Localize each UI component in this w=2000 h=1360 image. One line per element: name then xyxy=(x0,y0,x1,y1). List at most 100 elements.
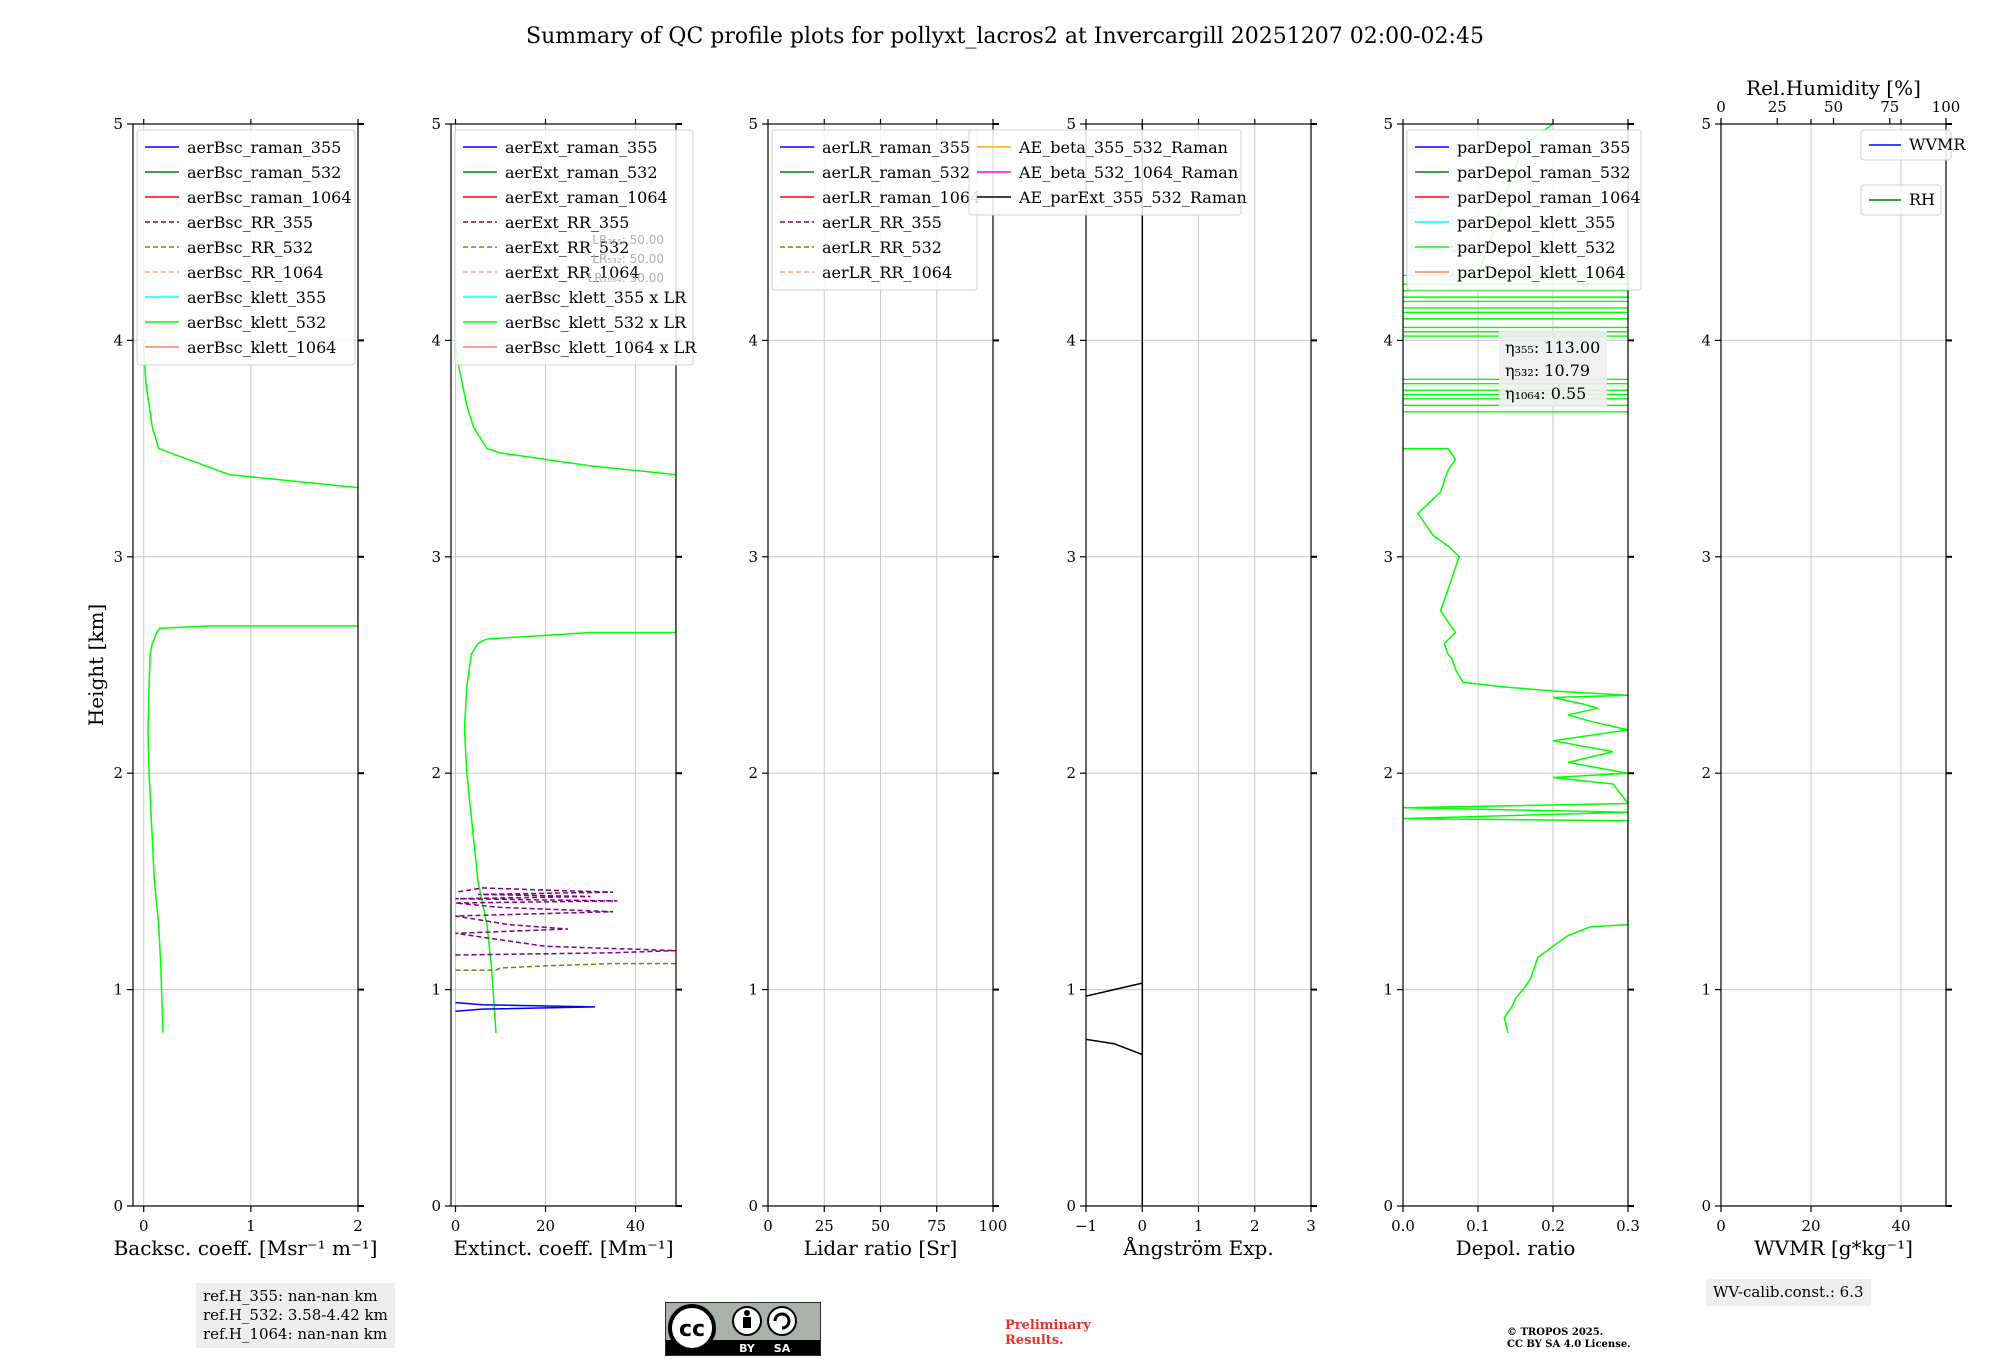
series-line-parDepol_klett_532 xyxy=(1403,447,1628,1034)
x-tick-label: 0.2 xyxy=(1541,1217,1565,1235)
series-line-aerBsc_klett_532 x LR xyxy=(454,340,676,1033)
y-tick-label: 5 xyxy=(1066,115,1076,133)
legend-label: parDepol_raman_355 xyxy=(1457,138,1630,157)
legend-label: aerBsc_RR_1064 xyxy=(187,263,323,282)
axes-frame xyxy=(1720,123,1947,1207)
wv-calibration-box: WV-calib.const.: 6.3 xyxy=(1706,1279,1871,1306)
x-tick-label: 40 xyxy=(1891,1217,1910,1235)
preliminary-line-2: Results. xyxy=(1005,1333,1064,1348)
series-line-AE_parExt_355_532_Raman xyxy=(1086,1038,1143,1056)
y-tick-label: 3 xyxy=(1383,548,1393,566)
x-axis-label: Ångström Exp. xyxy=(1122,1235,1273,1260)
x-tick-label: 0 xyxy=(1137,1217,1147,1235)
series-line-AE_parExt_355_532_Raman xyxy=(1086,982,1143,997)
y-tick-label: 3 xyxy=(1066,548,1076,566)
cc-by-text: BY xyxy=(739,1342,756,1355)
y-tick-label: 2 xyxy=(1383,764,1393,782)
x-tick-label: 20 xyxy=(1801,1217,1820,1235)
y-tick-label: 3 xyxy=(431,548,441,566)
y-tick-label: 3 xyxy=(1701,548,1711,566)
axes-frame xyxy=(132,123,359,1207)
legend-label: aerBsc_raman_1064 xyxy=(187,188,352,207)
ref-height-532: ref.H_532: 3.58-4.42 km xyxy=(203,1306,388,1324)
legend-label: aerBsc_raman_355 xyxy=(187,138,341,157)
legend-label: AE_beta_355_532_Raman xyxy=(1018,138,1228,157)
legend-label: aerBsc_klett_1064 x LR xyxy=(505,338,697,357)
x-tick-label: 50 xyxy=(871,1217,890,1235)
legend-label: RH xyxy=(1909,190,1935,209)
x-tick-label: 0 xyxy=(1716,1217,1726,1235)
legend-label: AE_beta_532_1064_Raman xyxy=(1018,163,1238,182)
legend-label: aerBsc_klett_355 xyxy=(187,288,326,307)
cc-sa-text: SA xyxy=(774,1342,791,1355)
y-tick-label: 4 xyxy=(1066,331,1076,349)
y-tick-label: 2 xyxy=(1066,764,1076,782)
x-tick-label: 2 xyxy=(1250,1217,1260,1235)
lidar-ratio-text: LR₁₀₆₄: 50.00 xyxy=(588,271,664,285)
x-tick-label: 3 xyxy=(1306,1217,1316,1235)
legend-label: parDepol_raman_1064 xyxy=(1457,188,1641,207)
reference-height-box: ref.H_355: nan-nan km ref.H_532: 3.58-4.… xyxy=(196,1283,395,1348)
lidar-ratio-text: LR₃₅₅: 50.00 xyxy=(592,233,664,247)
legend-box xyxy=(968,129,1242,216)
y-tick-label: 0 xyxy=(113,1197,123,1215)
x-tick-label: 0 xyxy=(139,1217,149,1235)
top-x-tick-label: 50 xyxy=(1824,98,1843,116)
legend-label: aerExt_RR_1064 xyxy=(505,263,640,282)
y-tick-label: 2 xyxy=(748,764,758,782)
preliminary-results-note: Preliminary Results. xyxy=(1005,1318,1091,1348)
legend-label: WVMR xyxy=(1909,135,1966,154)
legend-box xyxy=(136,129,356,366)
y-tick-label: 2 xyxy=(113,764,123,782)
eta-text: η₃₅₅: 113.00 xyxy=(1505,338,1600,357)
x-tick-label: 20 xyxy=(536,1217,555,1235)
top-x-tick-label: 25 xyxy=(1768,98,1787,116)
y-tick-label: 1 xyxy=(1383,981,1393,999)
y-tick-label: 2 xyxy=(1701,764,1711,782)
x-tick-label: 0.1 xyxy=(1466,1217,1490,1235)
top-x-tick-label: 100 xyxy=(1932,98,1961,116)
eta-text: η₅₃₂: 10.79 xyxy=(1505,361,1590,380)
legend-label: aerExt_RR_355 xyxy=(505,213,629,232)
figure-title: Summary of QC profile plots for pollyxt_… xyxy=(526,24,1484,49)
copyright-line-1: © TROPOS 2025. xyxy=(1507,1327,1604,1338)
top-x-tick-label: 0 xyxy=(1716,98,1726,116)
x-tick-label: 25 xyxy=(815,1217,834,1235)
legend-box xyxy=(454,129,694,366)
x-tick-label: 75 xyxy=(927,1217,946,1235)
y-tick-label: 4 xyxy=(113,331,123,349)
y-tick-label: 5 xyxy=(431,115,441,133)
legend-label: parDepol_klett_1064 xyxy=(1457,263,1626,282)
x-axis-label: Extinct. coeff. [Mm⁻¹] xyxy=(453,1236,673,1260)
copyright-note: © TROPOS 2025. CC BY SA 4.0 License. xyxy=(1507,1327,1631,1351)
eta-box xyxy=(1499,331,1607,407)
y-tick-label: 1 xyxy=(1701,981,1711,999)
legend-label: parDepol_raman_532 xyxy=(1457,163,1630,182)
legend-label: aerLR_raman_1064 xyxy=(822,188,980,207)
y-tick-label: 1 xyxy=(1066,981,1076,999)
series-line-aerBsc_klett_532 xyxy=(142,340,358,1033)
wv-calib-text: WV-calib.const.: 6.3 xyxy=(1713,1283,1864,1301)
y-tick-label: 1 xyxy=(748,981,758,999)
legend-label: parDepol_klett_532 xyxy=(1457,238,1615,257)
legend-label: aerBsc_klett_355 x LR xyxy=(505,288,687,307)
ref-height-355: ref.H_355: nan-nan km xyxy=(203,1287,378,1305)
x-tick-label: 0.0 xyxy=(1391,1217,1415,1235)
y-tick-label: 4 xyxy=(748,331,758,349)
x-axis-label: Depol. ratio xyxy=(1456,1236,1576,1260)
x-tick-label: 0 xyxy=(451,1217,461,1235)
y-tick-label: 0 xyxy=(1701,1197,1711,1215)
axes-frame xyxy=(450,123,677,1207)
legend-label: aerExt_raman_355 xyxy=(505,138,658,157)
legend-label: aerBsc_RR_532 xyxy=(187,238,313,257)
legend-label: aerExt_RR_532 xyxy=(505,238,629,257)
series-line-aerExt_RR_355 xyxy=(455,887,676,956)
x-axis-label: Backsc. coeff. [Msr⁻¹ m⁻¹] xyxy=(114,1236,378,1260)
cc-license-logo: cc BY SA xyxy=(665,1302,821,1356)
legend-label: parDepol_klett_355 xyxy=(1457,213,1615,232)
legend-label: aerLR_raman_355 xyxy=(822,138,970,157)
series-line-aerExt_raman_355 xyxy=(455,1001,596,1012)
legend-label: aerBsc_klett_1064 xyxy=(187,338,336,357)
legend-label: aerLR_RR_355 xyxy=(822,213,942,232)
y-tick-label: 0 xyxy=(431,1197,441,1215)
